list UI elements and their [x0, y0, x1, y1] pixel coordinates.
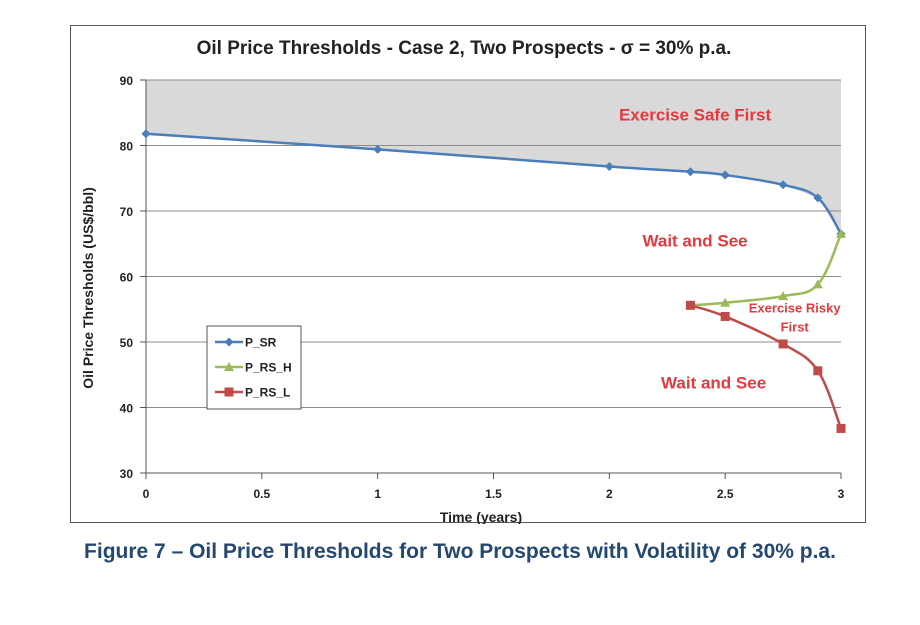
series-line-p-sr [145, 132, 843, 235]
chart-svg: Oil Price Thresholds - Case 2, Two Prosp… [80, 38, 846, 524]
x-axis-label: Time (years) [440, 509, 522, 524]
y-tick-label: 30 [120, 467, 134, 481]
y-tick-label: 70 [120, 205, 134, 219]
x-tick-label: 3 [838, 487, 845, 501]
chart-title: Oil Price Thresholds - Case 2, Two Prosp… [197, 38, 732, 59]
data-point-p-sr [720, 170, 730, 180]
plot-area: 30 40 50 60 70 80 90 0 0.5 1 1.5 2 2.5 3 Exercise Safe… [120, 74, 846, 501]
legend-label-p-rs-h: P_RS_H [245, 361, 292, 375]
data-point-p-sr [778, 180, 788, 190]
series-p-rs-l [685, 300, 846, 433]
legend-label-p-rs-l: P_RS_L [245, 386, 290, 400]
figure-caption: Figure 7 – Oil Price Thresholds for Two … [84, 540, 836, 563]
data-point-p-rs-l [720, 311, 730, 321]
y-axis-label: Oil Price Thresholds (US$/bbl) [80, 187, 96, 388]
data-point-p-rs-h [812, 279, 823, 289]
legend-label-p-sr: P_SR [245, 336, 277, 350]
x-tick-label: 2.5 [717, 487, 734, 501]
legend-marker-p-rs-h [224, 362, 234, 371]
x-tick-label: 2 [606, 487, 613, 501]
x-tick-label: 1 [374, 487, 381, 501]
data-point-p-rs-l [813, 366, 823, 376]
region-annotation: First [781, 320, 810, 335]
region-annotation: Wait and See [642, 231, 747, 250]
data-point-p-rs-h [720, 297, 731, 307]
y-tick-label: 90 [120, 74, 134, 88]
legend-marker-p-sr [224, 337, 234, 347]
y-tick-label: 40 [120, 402, 134, 416]
legend: P_SR P_RS_H P_RS_L [206, 325, 302, 410]
series-p-sr [141, 129, 846, 239]
y-tick-label: 80 [120, 140, 134, 154]
x-tick-label: 1.5 [485, 487, 502, 501]
data-point-p-rs-l [778, 339, 788, 349]
region-annotation: Wait and See [661, 374, 766, 393]
data-point-p-rs-l [836, 423, 846, 433]
y-tick-label: 50 [120, 336, 134, 350]
x-tick-label: 0 [143, 487, 150, 501]
data-point-p-sr [373, 144, 383, 154]
region-annotation: Exercise Risky [749, 301, 842, 316]
data-point-p-sr [813, 193, 823, 203]
region-annotation: Exercise Safe First [619, 106, 771, 125]
x-tick-label: 0.5 [253, 487, 270, 501]
legend-marker-p-rs-l [224, 387, 234, 397]
y-tick-label: 60 [120, 271, 134, 285]
data-point-p-rs-h [836, 228, 846, 238]
chart-frame: Oil Price Thresholds - Case 2, Two Prosp… [70, 25, 866, 524]
data-point-p-sr [141, 129, 151, 139]
data-point-p-rs-h [778, 291, 789, 301]
data-point-p-rs-l [685, 300, 695, 310]
data-point-p-sr [685, 167, 695, 177]
data-point-p-sr [604, 161, 614, 171]
